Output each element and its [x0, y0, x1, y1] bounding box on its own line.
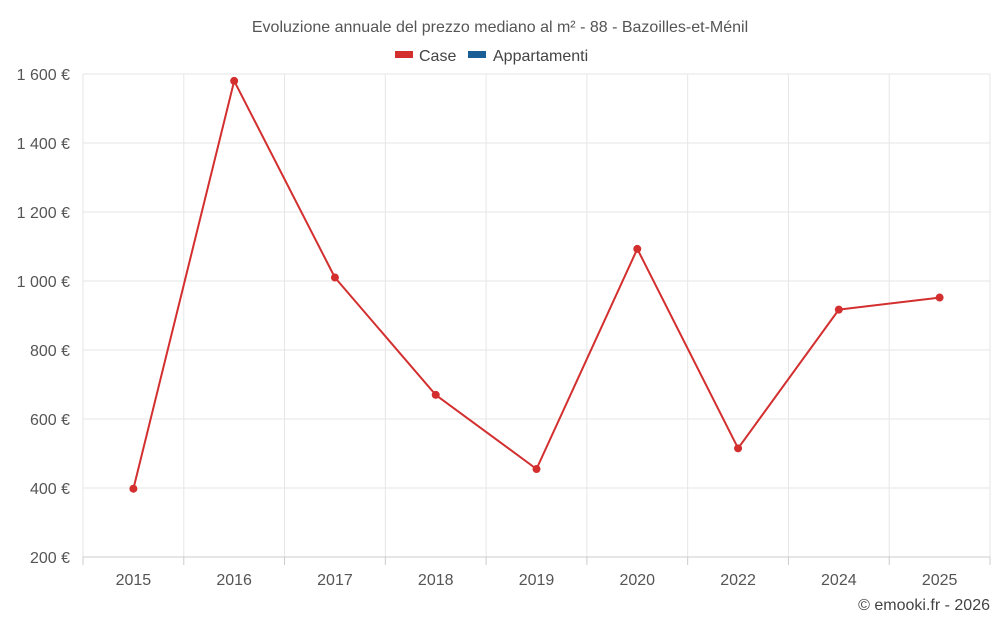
- data-point[interactable]: [129, 484, 138, 493]
- legend-label-1[interactable]: Appartamenti: [493, 48, 588, 65]
- data-point[interactable]: [230, 76, 239, 85]
- x-tick-label: 2019: [519, 572, 555, 589]
- x-tick-label: 2025: [922, 572, 958, 589]
- series-line-0: [132, 79, 940, 489]
- series-layer: [129, 76, 944, 493]
- data-point[interactable]: [935, 293, 944, 302]
- data-point[interactable]: [532, 465, 541, 474]
- chart-title: Evoluzione annuale del prezzo mediano al…: [252, 19, 748, 36]
- x-tick-label: 2016: [216, 572, 252, 589]
- y-tick-label: 1 400 €: [17, 136, 70, 153]
- legend-swatch-1[interactable]: [468, 51, 486, 58]
- x-axis-ticks: 2015 2016 2017 2018 2019 2020 2022 2024 2025: [82, 557, 991, 589]
- x-gridlines: [82, 74, 991, 557]
- data-point[interactable]: [330, 273, 339, 282]
- y-tick-label: 1 000 €: [17, 274, 70, 291]
- legend-swatch-0[interactable]: [395, 51, 413, 58]
- legend-label-0[interactable]: Case: [419, 48, 456, 65]
- data-point[interactable]: [431, 390, 440, 399]
- x-tick-label: 2020: [619, 572, 655, 589]
- y-gridlines: [83, 73, 990, 489]
- x-tick-label: 2022: [720, 572, 756, 589]
- y-tick-label: 400 €: [30, 481, 70, 498]
- y-tick-label: 600 €: [30, 412, 70, 429]
- data-point[interactable]: [834, 305, 843, 314]
- y-tick-label: 200 €: [30, 550, 70, 567]
- legend: Case Appartamenti: [395, 48, 588, 65]
- y-axis-ticks: 200 € 400 € 600 € 800 € 1 000 € 1 200 € 1 400 …: [17, 67, 70, 567]
- x-tick-label: 2018: [418, 572, 454, 589]
- data-point[interactable]: [633, 244, 642, 253]
- credit-text: © emooki.fr - 2026: [858, 597, 990, 614]
- x-tick-label: 2017: [317, 572, 353, 589]
- x-tick-label: 2015: [116, 572, 152, 589]
- data-point[interactable]: [734, 444, 743, 453]
- y-tick-label: 1 600 €: [17, 67, 70, 84]
- y-tick-label: 1 200 €: [17, 205, 70, 222]
- y-tick-label: 800 €: [30, 343, 70, 360]
- x-tick-label: 2024: [821, 572, 857, 589]
